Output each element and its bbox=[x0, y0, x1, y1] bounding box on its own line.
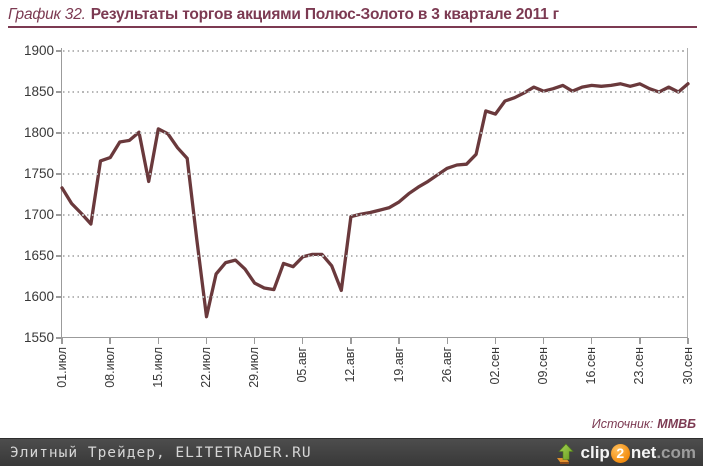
logo-clip-text: clip bbox=[580, 443, 610, 462]
clip2net-logo[interactable]: clip 2 net .com bbox=[554, 439, 696, 467]
site-credit: Элитный Трейдер, ELITETRADER.RU bbox=[10, 444, 312, 461]
x-tick-label: 09.сен bbox=[536, 347, 551, 385]
y-tick-mark bbox=[56, 214, 62, 216]
chart-number-label: График 32. bbox=[8, 6, 86, 23]
source-label: Источник: bbox=[591, 417, 654, 431]
y-tick-mark bbox=[56, 91, 62, 93]
logo-net-text: net bbox=[630, 443, 657, 462]
source-value: ММВБ bbox=[657, 417, 696, 431]
x-tick-mark bbox=[494, 338, 497, 344]
x-tick-label: 29.июл bbox=[247, 347, 262, 388]
x-tick-mark bbox=[61, 338, 63, 344]
y-tick-label: 1650 bbox=[23, 248, 54, 263]
x-tick-mark bbox=[302, 338, 304, 344]
x-tick-mark bbox=[253, 338, 256, 344]
x-tick-mark bbox=[350, 338, 352, 344]
chart-title-text: Результаты торгов акциями Полюс-Золото в… bbox=[90, 6, 559, 23]
y-tick-mark bbox=[56, 255, 62, 257]
x-tick-mark bbox=[639, 338, 641, 344]
y-axis-line bbox=[61, 48, 63, 344]
logo-2-badge: 2 bbox=[610, 443, 630, 463]
x-tick-label: 16.сен bbox=[584, 347, 599, 385]
y-tick-mark bbox=[56, 337, 62, 339]
x-tick-label: 23.сен bbox=[632, 347, 647, 385]
logo-com-text: .com bbox=[656, 443, 696, 462]
x-tick-label: 05.авг bbox=[295, 347, 310, 383]
x-tick-label: 12.авг bbox=[343, 347, 358, 383]
y-tick-mark bbox=[56, 132, 62, 134]
x-tick-mark bbox=[542, 338, 545, 344]
x-tick-label: 30.сен bbox=[680, 347, 695, 385]
x-tick-mark bbox=[398, 338, 400, 344]
plot-area: 1550 1600 1650 1700 1750 1800 1850 1900 01.июл 08… bbox=[24, 43, 695, 388]
gridline-1800 bbox=[63, 132, 687, 134]
x-tick-label: 26.авг bbox=[439, 347, 454, 383]
x-axis-line bbox=[62, 337, 688, 339]
y-tick-mark bbox=[56, 50, 62, 52]
y-tick-label: 1750 bbox=[23, 166, 54, 181]
y-tick-mark bbox=[56, 296, 62, 298]
gridline-1850 bbox=[63, 91, 687, 93]
y-tick-label: 1600 bbox=[23, 289, 54, 304]
price-line-series bbox=[60, 82, 690, 319]
x-tick-label: 22.июл bbox=[198, 347, 213, 388]
x-tick-label: 01.июл bbox=[54, 347, 69, 388]
gridline-1900 bbox=[63, 50, 687, 52]
y-tick-label: 1850 bbox=[23, 84, 54, 99]
y-tick-label: 1800 bbox=[23, 125, 54, 140]
x-tick-label: 08.июл bbox=[102, 347, 117, 388]
y-tick-label: 1700 bbox=[23, 207, 54, 222]
x-tick-label: 02.сен bbox=[487, 347, 502, 385]
y-tick-label: 1900 bbox=[23, 43, 54, 58]
x-tick-mark bbox=[157, 338, 159, 344]
gridline-1650 bbox=[63, 255, 687, 257]
chart-title: График 32. Результаты торгов акциями Полю… bbox=[8, 6, 559, 24]
x-tick-mark bbox=[109, 338, 111, 344]
source-note: Источник: ММВБ bbox=[592, 417, 696, 431]
footer-bar: Элитный Трейдер, ELITETRADER.RU clip 2 net… bbox=[0, 438, 703, 466]
title-underline bbox=[8, 26, 697, 28]
x-tick-mark bbox=[205, 338, 208, 344]
gridline-1600 bbox=[63, 296, 687, 298]
gridline-1750 bbox=[63, 173, 687, 175]
upload-arrow-icon bbox=[556, 443, 574, 464]
gridline-1700 bbox=[63, 214, 687, 216]
y-tick-label: 1550 bbox=[23, 330, 54, 345]
x-tick-label: 19.авг bbox=[391, 347, 406, 383]
price-line-chart bbox=[60, 82, 690, 319]
x-tick-label: 15.июл bbox=[150, 347, 165, 388]
plot-right-border bbox=[687, 48, 689, 344]
y-tick-mark bbox=[56, 173, 62, 175]
x-tick-mark bbox=[446, 338, 448, 344]
x-tick-mark bbox=[687, 338, 689, 344]
x-tick-mark bbox=[590, 338, 593, 344]
